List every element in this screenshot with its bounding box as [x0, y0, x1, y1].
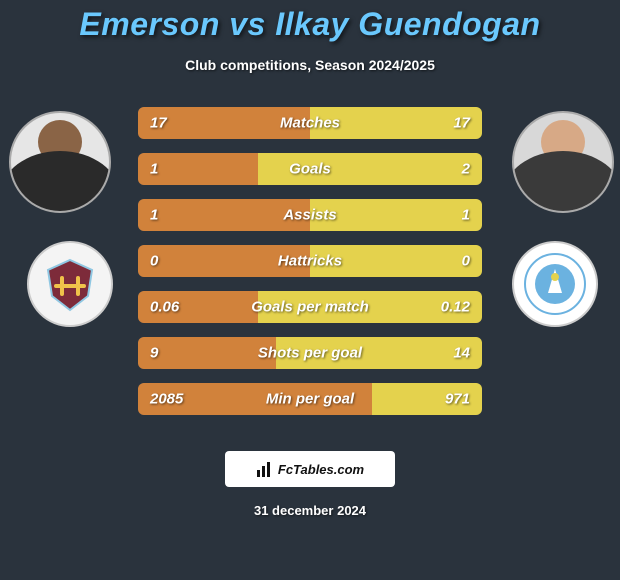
stat-row: 914Shots per goal	[138, 337, 482, 369]
title-player1: Emerson	[79, 6, 219, 42]
stat-label: Goals	[138, 161, 482, 178]
footer-brand[interactable]: FcTables.com	[225, 451, 395, 487]
stat-label: Hattricks	[138, 253, 482, 270]
stat-label: Shots per goal	[138, 345, 482, 362]
stats-container: 1717Matches 12Goals 11Assists 00Hattricks 0.…	[138, 107, 482, 429]
stat-label: Min per goal	[138, 391, 482, 408]
club-crest-icon	[42, 256, 98, 312]
stat-label: Matches	[138, 115, 482, 132]
title-vs: vs	[229, 6, 266, 42]
stat-row: 0.060.12Goals per match	[138, 291, 482, 323]
player2-club-badge	[512, 241, 598, 327]
comparison-body: 1717Matches 12Goals 11Assists 00Hattricks 0.…	[0, 101, 620, 431]
subtitle: Club competitions, Season 2024/2025	[0, 57, 620, 73]
date-label: 31 december 2024	[0, 503, 620, 518]
page-title: Emerson vs Ilkay Guendogan	[0, 6, 620, 43]
stat-row: 2085971Min per goal	[138, 383, 482, 415]
comparison-card: Emerson vs Ilkay Guendogan Club competit…	[0, 0, 620, 580]
player1-avatar	[9, 111, 111, 213]
footer-brand-label: FcTables.com	[278, 462, 364, 477]
stat-label: Goals per match	[138, 299, 482, 316]
stat-label: Assists	[138, 207, 482, 224]
stat-row: 12Goals	[138, 153, 482, 185]
player2-avatar	[512, 111, 614, 213]
club-crest-icon	[524, 253, 586, 315]
chart-icon	[256, 460, 274, 478]
player1-club-badge	[27, 241, 113, 327]
avatar-body-icon	[512, 151, 614, 213]
stat-row: 1717Matches	[138, 107, 482, 139]
stat-row: 00Hattricks	[138, 245, 482, 277]
stat-row: 11Assists	[138, 199, 482, 231]
title-player2: Ilkay Guendogan	[275, 6, 540, 42]
avatar-body-icon	[9, 151, 111, 213]
